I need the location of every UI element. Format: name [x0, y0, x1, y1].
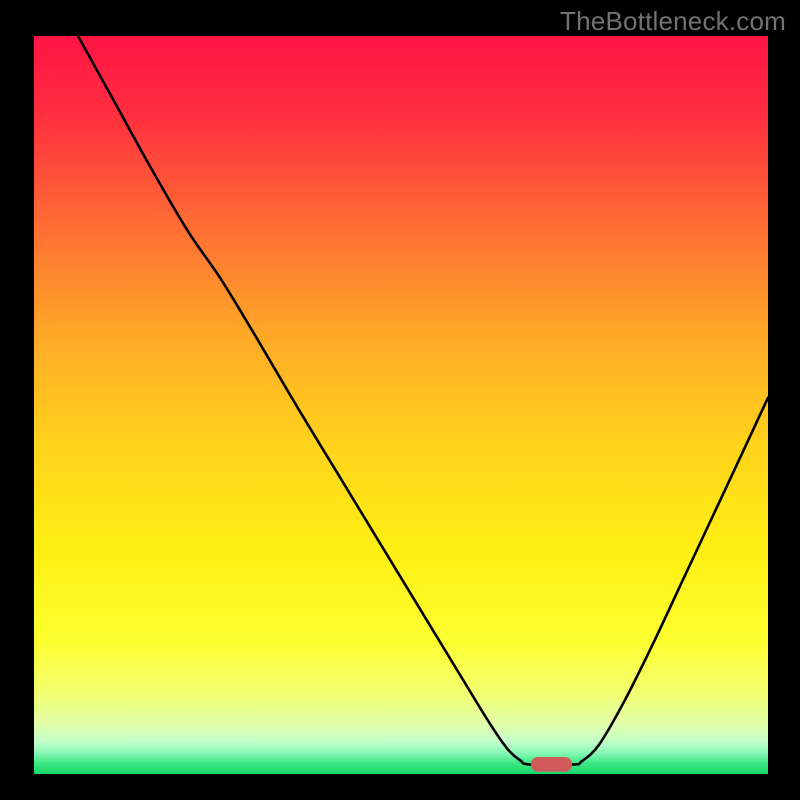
gradient-background: [34, 36, 768, 774]
bottleneck-chart: [34, 36, 768, 774]
watermark-text: TheBottleneck.com: [560, 6, 786, 37]
chart-frame: TheBottleneck.com: [0, 0, 800, 800]
chart-svg: [34, 36, 768, 774]
sweet-spot-marker: [531, 757, 572, 772]
